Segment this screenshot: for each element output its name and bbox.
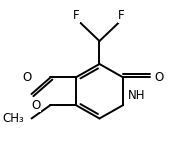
Text: O: O xyxy=(31,99,41,112)
Text: F: F xyxy=(72,9,79,22)
Text: NH: NH xyxy=(128,89,145,102)
Text: CH₃: CH₃ xyxy=(2,112,24,125)
Text: O: O xyxy=(155,71,164,84)
Text: F: F xyxy=(118,9,125,22)
Text: O: O xyxy=(23,71,32,84)
